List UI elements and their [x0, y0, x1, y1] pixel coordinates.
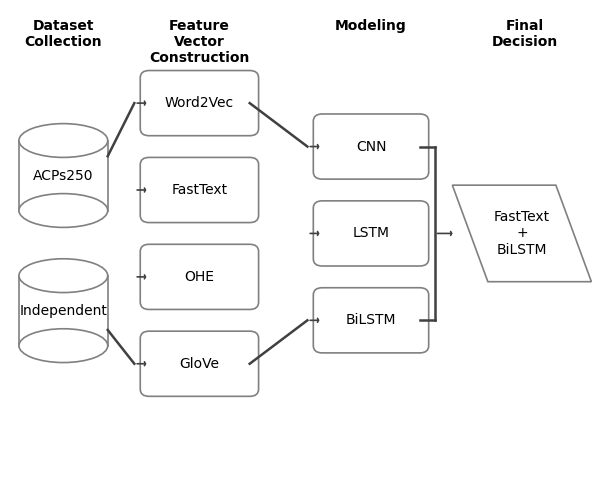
Text: Word2Vec: Word2Vec	[165, 96, 234, 110]
Ellipse shape	[19, 329, 108, 362]
FancyBboxPatch shape	[140, 71, 259, 136]
Text: Independent: Independent	[19, 303, 107, 318]
Text: BiLSTM: BiLSTM	[346, 313, 396, 327]
Ellipse shape	[19, 259, 108, 293]
FancyBboxPatch shape	[313, 201, 428, 266]
Text: ACPs250: ACPs250	[33, 168, 94, 183]
FancyBboxPatch shape	[140, 158, 259, 222]
Text: Dataset
Collection: Dataset Collection	[25, 19, 102, 49]
Polygon shape	[452, 185, 592, 282]
Text: GloVe: GloVe	[179, 357, 220, 371]
FancyBboxPatch shape	[140, 245, 259, 309]
Text: Final
Decision: Final Decision	[492, 19, 558, 49]
Ellipse shape	[19, 193, 108, 227]
Text: LSTM: LSTM	[353, 226, 389, 241]
Text: Modeling: Modeling	[335, 19, 407, 32]
Text: Feature
Vector
Construction: Feature Vector Construction	[149, 19, 250, 65]
FancyBboxPatch shape	[140, 331, 259, 396]
Text: FastText
+
BiLSTM: FastText + BiLSTM	[494, 210, 550, 257]
FancyBboxPatch shape	[313, 114, 428, 179]
Ellipse shape	[19, 124, 108, 158]
Text: FastText: FastText	[172, 183, 227, 197]
Text: OHE: OHE	[184, 270, 214, 284]
Text: CNN: CNN	[356, 139, 386, 154]
FancyBboxPatch shape	[313, 288, 428, 353]
